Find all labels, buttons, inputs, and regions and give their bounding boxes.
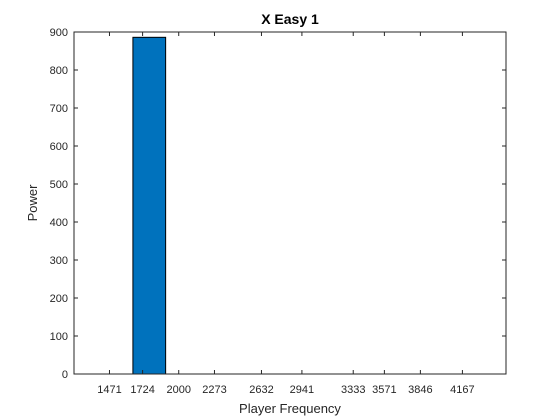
y-tick-label: 800 [50,65,68,77]
y-axis-label: Power [25,184,40,222]
x-tick-label: 4167 [450,384,474,396]
y-axis: 0 100 200 300 400 500 600 700 800 900 [50,27,506,381]
y-tick-label: 400 [50,217,68,229]
plot-frame [73,31,507,375]
x-tick-label: 2632 [249,384,273,396]
bar-0 [132,36,167,375]
x-tick-label: 3846 [408,384,432,396]
x-tick-label: 1471 [97,384,121,396]
x-tick-label: 3571 [372,384,396,396]
x-axis: 1471 1724 2000 2273 2632 2941 3333 3571 3846 4167 [97,32,475,396]
x-tick-label: 2000 [166,384,190,396]
y-tick-label: 600 [50,141,68,153]
y-tick-label: 500 [50,179,68,191]
x-tick-label: 3333 [341,384,365,396]
y-tick-label: 900 [50,27,68,39]
chart-title: X Easy 1 [261,11,319,27]
y-tick-label: 700 [50,103,68,115]
y-tick-label: 100 [50,331,68,343]
x-axis-label: Player Frequency [239,401,341,416]
x-tick-label: 1724 [130,384,154,396]
plot-bars [132,36,167,375]
y-tick-label: 200 [50,293,68,305]
y-tick-label: 0 [62,369,68,381]
x-tick-label: 2273 [202,384,226,396]
y-tick-label: 300 [50,255,68,267]
x-tick-label: 2941 [290,384,314,396]
